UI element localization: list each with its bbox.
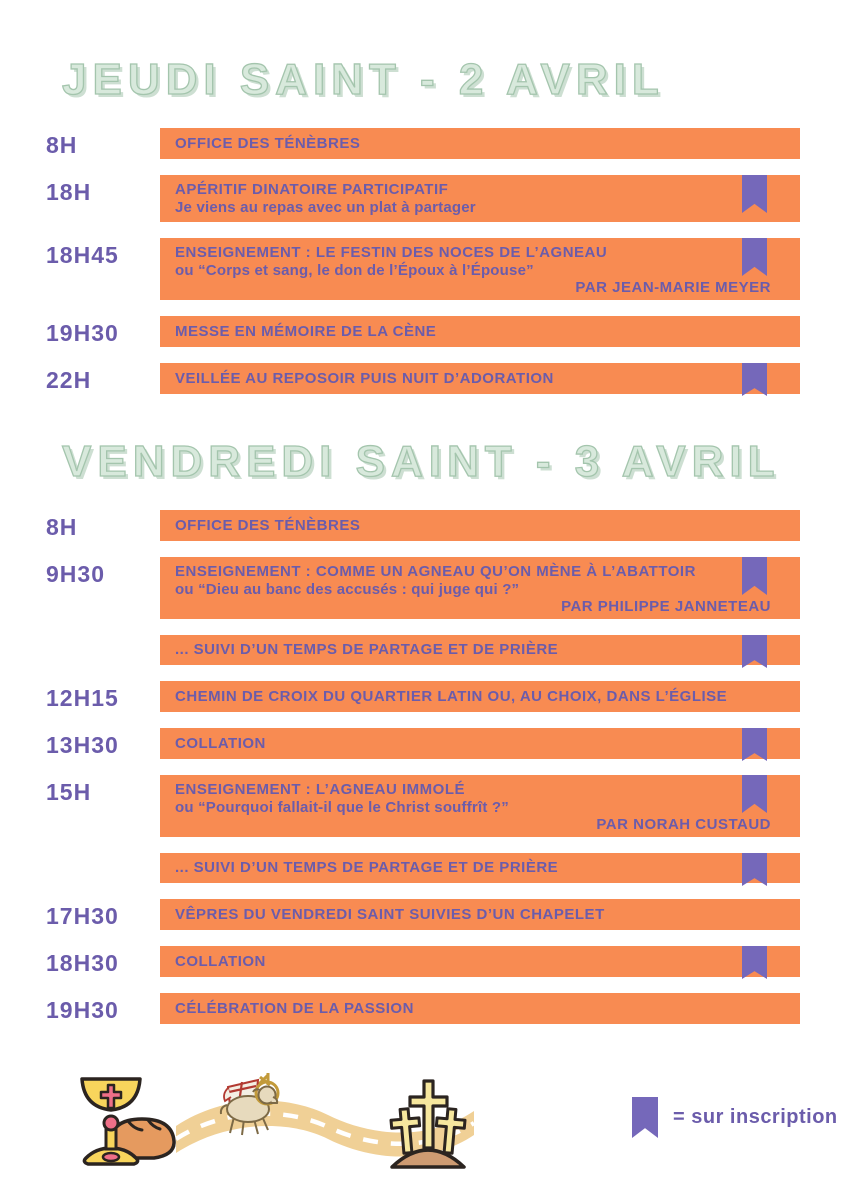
event-title: VÊPRES DU VENDREDI SAINT SUIVIES D’UN CH… [175, 905, 605, 923]
schedule-row: 19H30 MESSE EN MÉMOIRE DE LA CÈNE [40, 316, 800, 347]
time-label: 18H45 [46, 242, 119, 268]
time-label: 18H30 [46, 950, 119, 976]
event-title: VEILLÉE AU REPOSOIR PUIS NUIT D’ADORATIO… [175, 369, 554, 387]
event-bar: ENSEIGNEMENT : L’AGNEAU IMMOLÉ ou “Pourq… [160, 775, 800, 837]
day-rows: 8H OFFICE DES TÉNÈBRES 18H APÉRITIF DINA… [40, 128, 800, 396]
three-crosses-icon [388, 1075, 468, 1173]
event-bar: OFFICE DES TÉNÈBRES [160, 128, 800, 159]
event-bar: CÉLÉBRATION DE LA PASSION [160, 993, 800, 1024]
time-label: 19H30 [46, 320, 119, 346]
schedule-row: 18H45 ENSEIGNEMENT : LE FESTIN DES NOCES… [40, 238, 800, 300]
event-bar: ENSEIGNEMENT : LE FESTIN DES NOCES DE L’… [160, 238, 800, 300]
event-speaker: PAR NORAH CUSTAUD [596, 816, 771, 833]
event-title: OFFICE DES TÉNÈBRES [175, 516, 361, 534]
time-label: 18H [46, 179, 92, 205]
event-bar: MESSE EN MÉMOIRE DE LA CÈNE [160, 316, 800, 347]
time-label: 22H [46, 367, 92, 393]
event-bar: ... SUIVI D’UN TEMPS DE PARTAGE ET DE PR… [160, 853, 800, 886]
program: JEUDI SAINT - 2 AVRIL 8H OFFICE DES TÉNÈ… [40, 55, 800, 1024]
event-speaker: PAR JEAN-MARIE MEYER [575, 279, 771, 296]
footer: = sur inscription [0, 1067, 848, 1200]
event-subtitle: ou “Dieu au banc des accusés : qui juge … [175, 581, 520, 598]
time-label [40, 635, 160, 665]
event-bar: CHEMIN DE CROIX DU QUARTIER LATIN OU, AU… [160, 681, 800, 712]
event-bar: APÉRITIF DINATOIRE PARTICIPATIF Je viens… [160, 175, 800, 222]
event-bar: ENSEIGNEMENT : COMME UN AGNEAU QU’ON MÈN… [160, 557, 800, 619]
event-bar: COLLATION [160, 728, 800, 761]
event-speaker: PAR PHILIPPE JANNETEAU [561, 598, 771, 615]
event-title: ENSEIGNEMENT : L’AGNEAU IMMOLÉ [175, 781, 466, 798]
day-rows: 8H OFFICE DES TÉNÈBRES 9H30 ENSEIGNEMENT… [40, 510, 800, 1024]
event-subtitle: ou “Corps et sang, le don de l’Époux à l… [175, 262, 534, 279]
bookmark-icon [742, 635, 767, 668]
chalice-and-bread-icon [60, 1067, 182, 1179]
event-bar: OFFICE DES TÉNÈBRES [160, 510, 800, 541]
bookmark-icon [742, 363, 767, 396]
time-label: 15H [46, 779, 92, 805]
event-title: ENSEIGNEMENT : COMME UN AGNEAU QU’ON MÈN… [175, 563, 696, 580]
event-title: APÉRITIF DINATOIRE PARTICIPATIF [175, 181, 449, 198]
time-label [40, 853, 160, 883]
event-bar: ... SUIVI D’UN TEMPS DE PARTAGE ET DE PR… [160, 635, 800, 668]
bookmark-icon [742, 946, 767, 979]
day-title: VENDREDI SAINT - 3 AVRIL [61, 437, 781, 486]
time-label: 13H30 [46, 732, 119, 758]
schedule-row: 13H30 COLLATION [40, 728, 800, 761]
schedule-row: 8H OFFICE DES TÉNÈBRES [40, 510, 800, 541]
schedule-row: 17H30 VÊPRES DU VENDREDI SAINT SUIVIES D… [40, 899, 800, 930]
event-title: COLLATION [175, 734, 266, 752]
time-label: 19H30 [46, 997, 119, 1023]
bookmark-icon [742, 853, 767, 886]
time-label: 8H [46, 132, 78, 158]
schedule-row: ... SUIVI D’UN TEMPS DE PARTAGE ET DE PR… [40, 635, 800, 668]
event-title: MESSE EN MÉMOIRE DE LA CÈNE [175, 322, 437, 340]
event-title: ... SUIVI D’UN TEMPS DE PARTAGE ET DE PR… [175, 859, 559, 876]
legend-label: = sur inscription [673, 1106, 838, 1128]
schedule-row: ... SUIVI D’UN TEMPS DE PARTAGE ET DE PR… [40, 853, 800, 886]
bookmark-icon [742, 728, 767, 761]
schedule-row: 18H30 COLLATION [40, 946, 800, 979]
schedule-row: 19H30 CÉLÉBRATION DE LA PASSION [40, 993, 800, 1024]
legend: = sur inscription [632, 1097, 838, 1138]
event-title: OFFICE DES TÉNÈBRES [175, 134, 361, 152]
day-title: JEUDI SAINT - 2 AVRIL [61, 55, 665, 104]
event-title: CHEMIN DE CROIX DU QUARTIER LATIN OU, AU… [175, 687, 728, 705]
event-title: ENSEIGNEMENT : LE FESTIN DES NOCES DE L’… [175, 244, 608, 261]
event-bar: VÊPRES DU VENDREDI SAINT SUIVIES D’UN CH… [160, 899, 800, 930]
event-subtitle: ou “Pourquoi fallait-il que le Christ so… [175, 799, 509, 816]
time-label: 12H15 [46, 685, 119, 711]
time-label: 17H30 [46, 903, 119, 929]
schedule-row: 18H APÉRITIF DINATOIRE PARTICIPATIF Je v… [40, 175, 800, 222]
event-title: COLLATION [175, 952, 266, 970]
time-label: 8H [46, 514, 78, 540]
schedule-row: 12H15 CHEMIN DE CROIX DU QUARTIER LATIN … [40, 681, 800, 712]
event-title: ... SUIVI D’UN TEMPS DE PARTAGE ET DE PR… [175, 641, 559, 658]
day-section: VENDREDI SAINT - 3 AVRIL 8H OFFICE DES T… [40, 437, 800, 1024]
schedule-row: 15H ENSEIGNEMENT : L’AGNEAU IMMOLÉ ou “P… [40, 775, 800, 837]
event-bar: VEILLÉE AU REPOSOIR PUIS NUIT D’ADORATIO… [160, 363, 800, 396]
event-title: CÉLÉBRATION DE LA PASSION [175, 999, 414, 1017]
bookmark-icon [632, 1097, 658, 1138]
schedule-row: 9H30 ENSEIGNEMENT : COMME UN AGNEAU QU’O… [40, 557, 800, 619]
day-section: JEUDI SAINT - 2 AVRIL 8H OFFICE DES TÉNÈ… [40, 55, 800, 396]
event-subtitle: Je viens au repas avec un plat à partage… [175, 199, 476, 216]
schedule-row: 8H OFFICE DES TÉNÈBRES [40, 128, 800, 159]
schedule-row: 22H VEILLÉE AU REPOSOIR PUIS NUIT D’ADOR… [40, 363, 800, 396]
time-label: 9H30 [46, 561, 105, 587]
event-bar: COLLATION [160, 946, 800, 979]
